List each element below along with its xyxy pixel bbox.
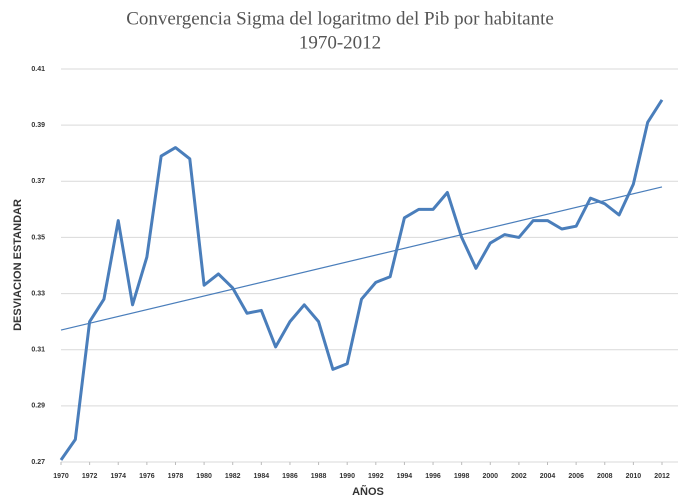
x-tick-label: 1990 [339,473,355,480]
x-tick-label: 1974 [110,473,126,480]
y-tick-label: 0.37 [31,178,45,185]
y-tick-label: 0.39 [31,122,45,129]
chart-subtitle: 1970-2012 [299,32,381,53]
x-tick-label: 1972 [82,473,98,480]
y-tick-label: 0.27 [31,459,45,466]
y-tick-label: 0.29 [31,403,45,410]
x-tick-label: 1978 [168,473,184,480]
x-tick-label: 2010 [626,473,642,480]
x-tick-label: 1980 [196,473,212,480]
trendline [60,186,663,331]
chart-title: Convergencia Sigma del logaritmo del Pib… [126,8,554,29]
data-line [59,99,664,461]
x-tick-label: 2000 [482,473,498,480]
x-tick-label: 1982 [225,473,241,480]
y-axis-title: DESVIACION ESTANDAR [12,199,24,331]
y-tick-label: 0.41 [31,66,45,73]
x-tick-label: 1994 [397,473,413,480]
x-tick-label: 1984 [254,473,270,480]
x-tick-label: 2012 [654,473,670,480]
x-tick-label: 2008 [597,473,613,480]
x-tick-label: 1970 [53,473,69,480]
x-tick-label: 2004 [540,473,556,480]
y-tick-label: 0.33 [31,290,45,297]
x-tick-label: 1996 [425,473,441,480]
x-tick-label: 1998 [454,473,470,480]
y-tick-label: 0.35 [31,234,45,241]
x-tick-label: 1986 [282,473,298,480]
x-tick-label: 1988 [311,473,327,480]
x-tick-label: 1976 [139,473,155,480]
y-tick-label: 0.31 [31,347,45,354]
x-tick-label: 2002 [511,473,527,480]
x-tick-label: 2006 [568,473,584,480]
x-axis-title: AÑOS [352,485,384,498]
x-tick-label: 1992 [368,473,384,480]
